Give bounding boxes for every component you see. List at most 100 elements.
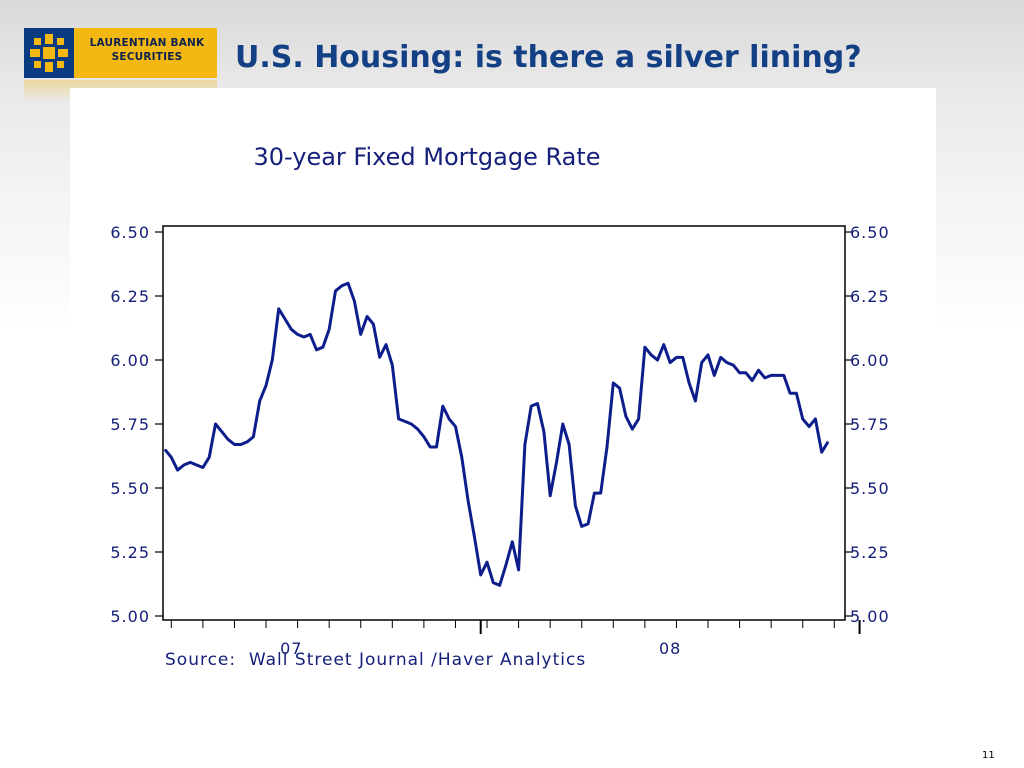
data-point (284, 318, 286, 320)
data-point (391, 364, 393, 366)
chart-panel (70, 88, 936, 694)
data-point (195, 464, 198, 466)
data-point (606, 446, 608, 448)
data-point (764, 377, 766, 379)
data-point (347, 282, 349, 284)
data-point (233, 443, 236, 446)
data-point (416, 428, 419, 430)
y-tick-label-right: 5.50 (850, 479, 890, 498)
y-tick-label-left: 5.25 (110, 543, 150, 562)
data-point (574, 505, 577, 507)
y-tick-label-left: 6.00 (110, 351, 150, 370)
data-point (505, 564, 507, 566)
data-point (562, 423, 564, 425)
data-point (423, 436, 425, 438)
y-tick-label-right: 5.25 (850, 543, 890, 562)
data-point (530, 405, 532, 407)
source-note: Source: Wall Street Journal /Haver Analy… (165, 650, 587, 670)
data-point (694, 400, 697, 402)
data-point (480, 574, 482, 576)
data-point (499, 584, 501, 586)
data-point (271, 359, 273, 361)
data-point (398, 418, 400, 420)
data-point (227, 438, 229, 440)
data-point (379, 356, 381, 359)
data-point (757, 369, 760, 371)
data-point (442, 405, 444, 407)
data-point (536, 402, 539, 405)
data-point (802, 418, 804, 420)
logo-wordmark: LAURENTIAN BANK SECURITIES (82, 36, 212, 64)
y-tick-label-left: 5.75 (110, 415, 150, 434)
data-point (461, 456, 463, 458)
data-point (720, 356, 722, 359)
data-point (814, 418, 816, 420)
data-point (581, 525, 583, 528)
x-year-label: 07 (280, 639, 302, 658)
page-number: 11 (982, 750, 995, 761)
data-point (726, 361, 728, 364)
data-point (290, 328, 292, 330)
y-tick-label-right: 6.00 (850, 351, 890, 370)
data-point (303, 336, 305, 338)
data-point (751, 379, 753, 382)
data-point (745, 372, 747, 374)
data-point (827, 441, 829, 443)
data-point (341, 285, 343, 287)
data-point (221, 431, 223, 433)
data-point (278, 308, 280, 310)
data-point (492, 582, 494, 584)
data-point (372, 323, 374, 325)
data-point (322, 346, 324, 348)
data-point (518, 569, 520, 571)
data-point (315, 349, 318, 351)
data-point (334, 290, 337, 292)
data-point (467, 500, 469, 502)
data-point (625, 415, 627, 417)
data-point (246, 441, 248, 443)
data-point (366, 315, 368, 318)
data-point (183, 464, 185, 466)
data-point (309, 333, 311, 335)
data-point (770, 374, 772, 376)
data-point (524, 443, 526, 446)
mortgage-rate-line (163, 281, 830, 587)
data-point (795, 392, 798, 394)
y-tick-label-left: 5.50 (110, 479, 150, 498)
chart-title: 30-year Fixed Mortgage Rate (253, 143, 601, 171)
data-point (821, 451, 823, 453)
data-point (448, 418, 450, 420)
data-point (543, 431, 545, 433)
plot-frame (162, 225, 846, 621)
data-point (202, 466, 204, 469)
logo-line-1: LAURENTIAN BANK (89, 37, 205, 49)
y-tick-label-right: 6.50 (850, 223, 890, 242)
data-point (435, 446, 438, 448)
data-point (612, 382, 614, 384)
data-point (252, 436, 254, 438)
data-point (707, 354, 709, 356)
data-point (385, 344, 387, 346)
y-tick-label-left: 5.00 (110, 607, 150, 626)
y-tick-label-left: 6.50 (110, 223, 150, 242)
data-point (549, 495, 551, 497)
slide-title: U.S. Housing: is there a silver lining? (235, 40, 862, 75)
data-point (328, 328, 330, 330)
data-point (739, 372, 741, 374)
data-point (650, 354, 652, 356)
data-point (644, 346, 646, 348)
data-point (360, 333, 362, 335)
data-point (265, 385, 267, 387)
data-point (776, 374, 779, 376)
data-point (637, 418, 640, 420)
data-point (189, 461, 191, 463)
data-point (669, 361, 671, 364)
data-point (214, 423, 217, 425)
logo-mark-icon (24, 28, 74, 78)
x-year-label: 08 (659, 639, 681, 658)
data-point (713, 374, 715, 376)
data-point (177, 469, 179, 471)
data-point (732, 364, 734, 366)
data-point (454, 425, 457, 428)
